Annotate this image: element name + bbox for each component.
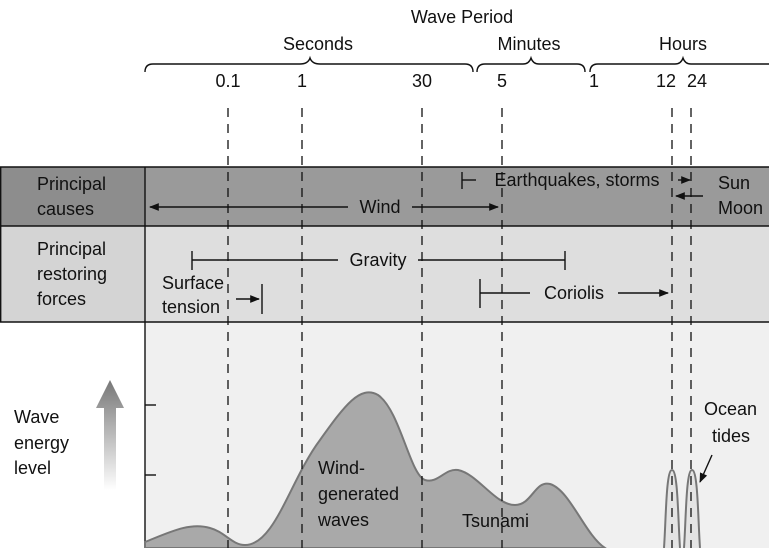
causes-band-right xyxy=(145,167,769,226)
energy-label: Wave xyxy=(14,407,59,427)
row-label: Principal xyxy=(37,239,106,259)
cause-label: Sun xyxy=(718,173,750,193)
force-label: Gravity xyxy=(349,250,406,270)
tick-label: 1 xyxy=(589,71,599,91)
tick-label: 1 xyxy=(297,71,307,91)
row-label: causes xyxy=(37,199,94,219)
energy-arrow xyxy=(96,380,124,490)
curve-label: waves xyxy=(317,510,369,530)
cause-label: Moon xyxy=(718,198,763,218)
group-label: Hours xyxy=(659,34,707,54)
group-label: Seconds xyxy=(283,34,353,54)
force-label: Surface xyxy=(162,273,224,293)
force-label: tension xyxy=(162,297,220,317)
brace xyxy=(589,55,769,73)
tick-label: 5 xyxy=(497,71,507,91)
tides-arrow xyxy=(699,454,713,483)
tick-label: 12 xyxy=(656,71,676,91)
row-label: Principal xyxy=(37,174,106,194)
curve-label: Ocean xyxy=(704,399,757,419)
group-label: Minutes xyxy=(497,34,560,54)
curve-label: generated xyxy=(318,484,399,504)
restoring-band-right xyxy=(145,226,769,322)
row-label: forces xyxy=(37,289,86,309)
energy-label: level xyxy=(14,458,51,478)
header-title: Wave Period xyxy=(411,7,513,27)
curve-label: Tsunami xyxy=(462,511,529,531)
force-label: Coriolis xyxy=(544,283,604,303)
cause-label: Earthquakes, storms xyxy=(494,170,659,190)
curve-label: tides xyxy=(712,426,750,446)
brace xyxy=(144,55,474,73)
brace xyxy=(476,55,586,73)
tick-label: 30 xyxy=(412,71,432,91)
cause-label: Wind xyxy=(359,197,400,217)
curve-label: Wind- xyxy=(318,458,365,478)
energy-curve xyxy=(144,391,607,548)
row-label: restoring xyxy=(37,264,107,284)
energy-label: energy xyxy=(14,433,69,453)
tick-label: 24 xyxy=(687,71,707,91)
tick-label: 0.1 xyxy=(215,71,240,91)
